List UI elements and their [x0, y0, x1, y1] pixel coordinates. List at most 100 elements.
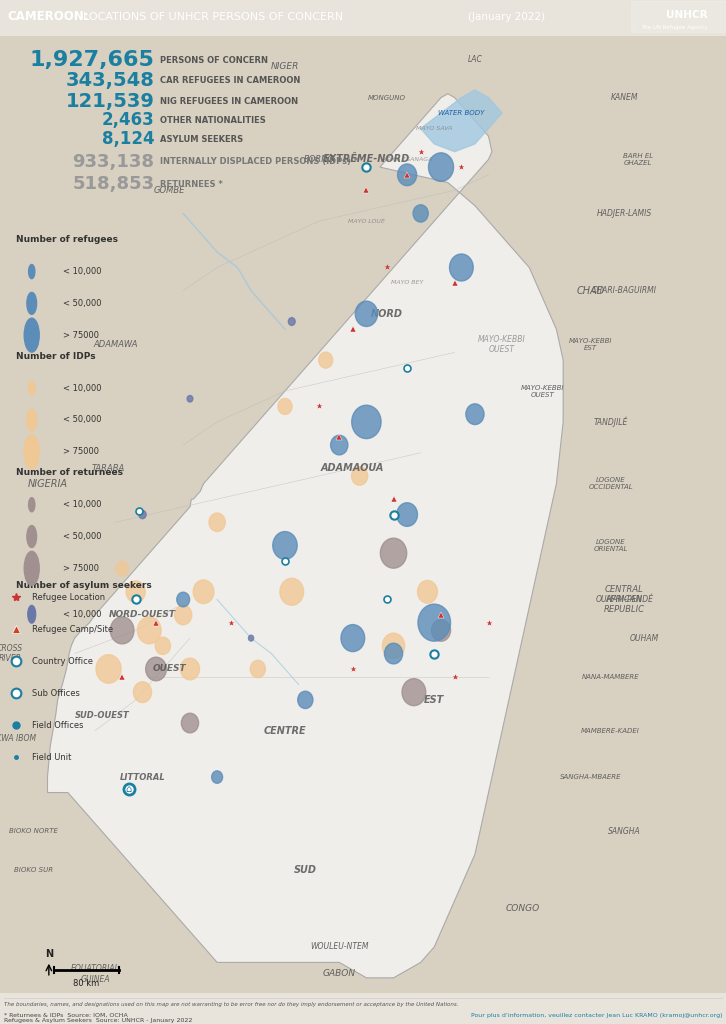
Text: > 75000: > 75000: [63, 447, 99, 457]
Text: BIOKO SUR: BIOKO SUR: [15, 866, 54, 872]
Circle shape: [24, 551, 39, 586]
Text: Number of IDPs: Number of IDPs: [16, 352, 96, 360]
Text: < 10,000: < 10,000: [63, 501, 102, 509]
Text: CONGO: CONGO: [505, 904, 539, 912]
Circle shape: [385, 643, 403, 664]
Circle shape: [402, 679, 425, 706]
Circle shape: [398, 164, 417, 185]
Circle shape: [27, 525, 36, 548]
Text: INTERNALLY DISPLACED PERSONS (IDPs) *: INTERNALLY DISPLACED PERSONS (IDPs) *: [160, 158, 359, 166]
Circle shape: [96, 654, 121, 683]
Text: CHARI-BAGUIRMI: CHARI-BAGUIRMI: [592, 286, 657, 295]
Circle shape: [428, 153, 454, 181]
Circle shape: [250, 660, 266, 678]
Circle shape: [380, 539, 407, 568]
Circle shape: [115, 561, 129, 575]
Circle shape: [187, 395, 193, 402]
Text: < 50,000: < 50,000: [63, 299, 102, 308]
Text: ASYLUM SEEKERS: ASYLUM SEEKERS: [160, 135, 243, 144]
Text: 121,539: 121,539: [65, 92, 155, 111]
Text: LOGONE
OCCIDENTAL: LOGONE OCCIDENTAL: [588, 477, 633, 490]
Circle shape: [174, 605, 192, 625]
Circle shape: [139, 510, 146, 519]
Text: LITTORAL: LITTORAL: [120, 772, 166, 781]
Text: BARH EL
GHAZEL: BARH EL GHAZEL: [623, 153, 653, 166]
Text: Refugee Camp/Site: Refugee Camp/Site: [32, 625, 113, 634]
Text: NANA-MAMBERE: NANA-MAMBERE: [582, 674, 640, 680]
Text: MAYO TSANAGA: MAYO TSANAGA: [382, 157, 432, 162]
Polygon shape: [0, 330, 190, 793]
Text: CAR REFUGEES IN CAMEROON: CAR REFUGEES IN CAMEROON: [160, 77, 301, 85]
Text: GABON: GABON: [322, 970, 356, 979]
Text: < 50,000: < 50,000: [63, 532, 102, 541]
Text: 2,463: 2,463: [102, 112, 155, 129]
Text: Country Office: Country Office: [32, 656, 93, 666]
Circle shape: [355, 301, 378, 327]
Circle shape: [110, 616, 134, 644]
Circle shape: [209, 513, 225, 531]
Text: MAYO LOUÉ: MAYO LOUÉ: [348, 218, 385, 223]
Circle shape: [28, 605, 36, 623]
Text: * Returnees & IDPs  Source: IOM, OCHA
Refugees & Asylum Seekers  Source: UNHCR -: * Returnees & IDPs Source: IOM, OCHA Ref…: [4, 1013, 192, 1023]
Text: MAYO-KEBBI
OUEST: MAYO-KEBBI OUEST: [521, 385, 565, 397]
Circle shape: [27, 409, 36, 431]
Polygon shape: [47, 94, 563, 978]
Text: OUHAM: OUHAM: [630, 634, 659, 643]
Text: CENTRE: CENTRE: [264, 726, 306, 736]
Circle shape: [248, 635, 253, 641]
Text: LOGONE
ORIENTAL: LOGONE ORIENTAL: [593, 539, 628, 552]
Text: < 10,000: < 10,000: [63, 267, 102, 276]
Text: BIOKO NORTE: BIOKO NORTE: [9, 828, 58, 835]
Text: CAMEROON:: CAMEROON:: [7, 10, 89, 24]
Circle shape: [27, 293, 36, 314]
Text: N: N: [45, 948, 53, 958]
Text: Refugee Location: Refugee Location: [32, 593, 105, 602]
Circle shape: [28, 264, 35, 279]
Text: 8,124: 8,124: [102, 130, 155, 148]
Text: LAC: LAC: [468, 54, 482, 63]
Text: 343,548: 343,548: [65, 72, 155, 90]
Circle shape: [298, 691, 313, 709]
Text: EQUATORIAL
GUINEA: EQUATORIAL GUINEA: [70, 965, 120, 984]
Circle shape: [418, 604, 451, 641]
Text: PERSONS OF CONCERN: PERSONS OF CONCERN: [160, 55, 269, 65]
Text: 80 km: 80 km: [73, 979, 99, 988]
Text: MAYO-KEBBI
EST: MAYO-KEBBI EST: [568, 338, 612, 351]
Circle shape: [351, 467, 368, 485]
Circle shape: [417, 581, 438, 603]
Text: TANDJILÉ: TANDJILÉ: [593, 417, 628, 427]
Text: SANGHA: SANGHA: [608, 826, 640, 836]
Text: NORD-OUEST: NORD-OUEST: [109, 610, 176, 620]
Circle shape: [431, 620, 451, 641]
Text: NIGER: NIGER: [271, 62, 299, 72]
Circle shape: [28, 381, 35, 395]
Text: > 75000: > 75000: [63, 564, 99, 572]
Text: Field Offices: Field Offices: [32, 721, 83, 730]
Text: CHAD: CHAD: [576, 286, 605, 296]
Text: MAMBERE-KADEI: MAMBERE-KADEI: [582, 728, 640, 734]
Text: Number of refugees: Number of refugees: [16, 236, 118, 245]
Text: NORD: NORD: [371, 309, 403, 318]
Text: HADJER-LAMIS: HADJER-LAMIS: [597, 209, 652, 218]
Text: GOMBE: GOMBE: [154, 185, 185, 195]
Text: NIG REFUGEES IN CAMEROON: NIG REFUGEES IN CAMEROON: [160, 97, 298, 106]
Text: AKWA IBOM: AKWA IBOM: [0, 734, 36, 743]
Text: The UN Refugee Agency: The UN Refugee Agency: [641, 25, 708, 30]
Circle shape: [449, 254, 473, 281]
Circle shape: [383, 633, 404, 658]
Text: BORNO: BORNO: [303, 155, 335, 164]
Text: OUEST: OUEST: [152, 665, 187, 674]
Text: 518,853: 518,853: [72, 175, 155, 194]
Circle shape: [137, 616, 161, 644]
Text: The boundaries, names, and designations used on this map are not warranting to b: The boundaries, names, and designations …: [4, 1001, 458, 1007]
FancyBboxPatch shape: [632, 1, 726, 33]
Text: Number of asylum seekers: Number of asylum seekers: [16, 582, 152, 591]
Text: UNHCR: UNHCR: [666, 10, 708, 20]
Text: CROSS
RIVER: CROSS RIVER: [0, 644, 23, 664]
Text: EST: EST: [424, 695, 444, 705]
Circle shape: [330, 435, 348, 455]
Text: SANGHA-MBAERE: SANGHA-MBAERE: [560, 774, 621, 780]
Text: NIGERIA: NIGERIA: [28, 478, 68, 488]
Text: Number of returnees: Number of returnees: [16, 468, 123, 477]
Text: Pour plus d’information, veuillez contacter Jean Luc KRAMO (kramoj@unhcr.org): Pour plus d’information, veuillez contac…: [471, 1013, 722, 1018]
